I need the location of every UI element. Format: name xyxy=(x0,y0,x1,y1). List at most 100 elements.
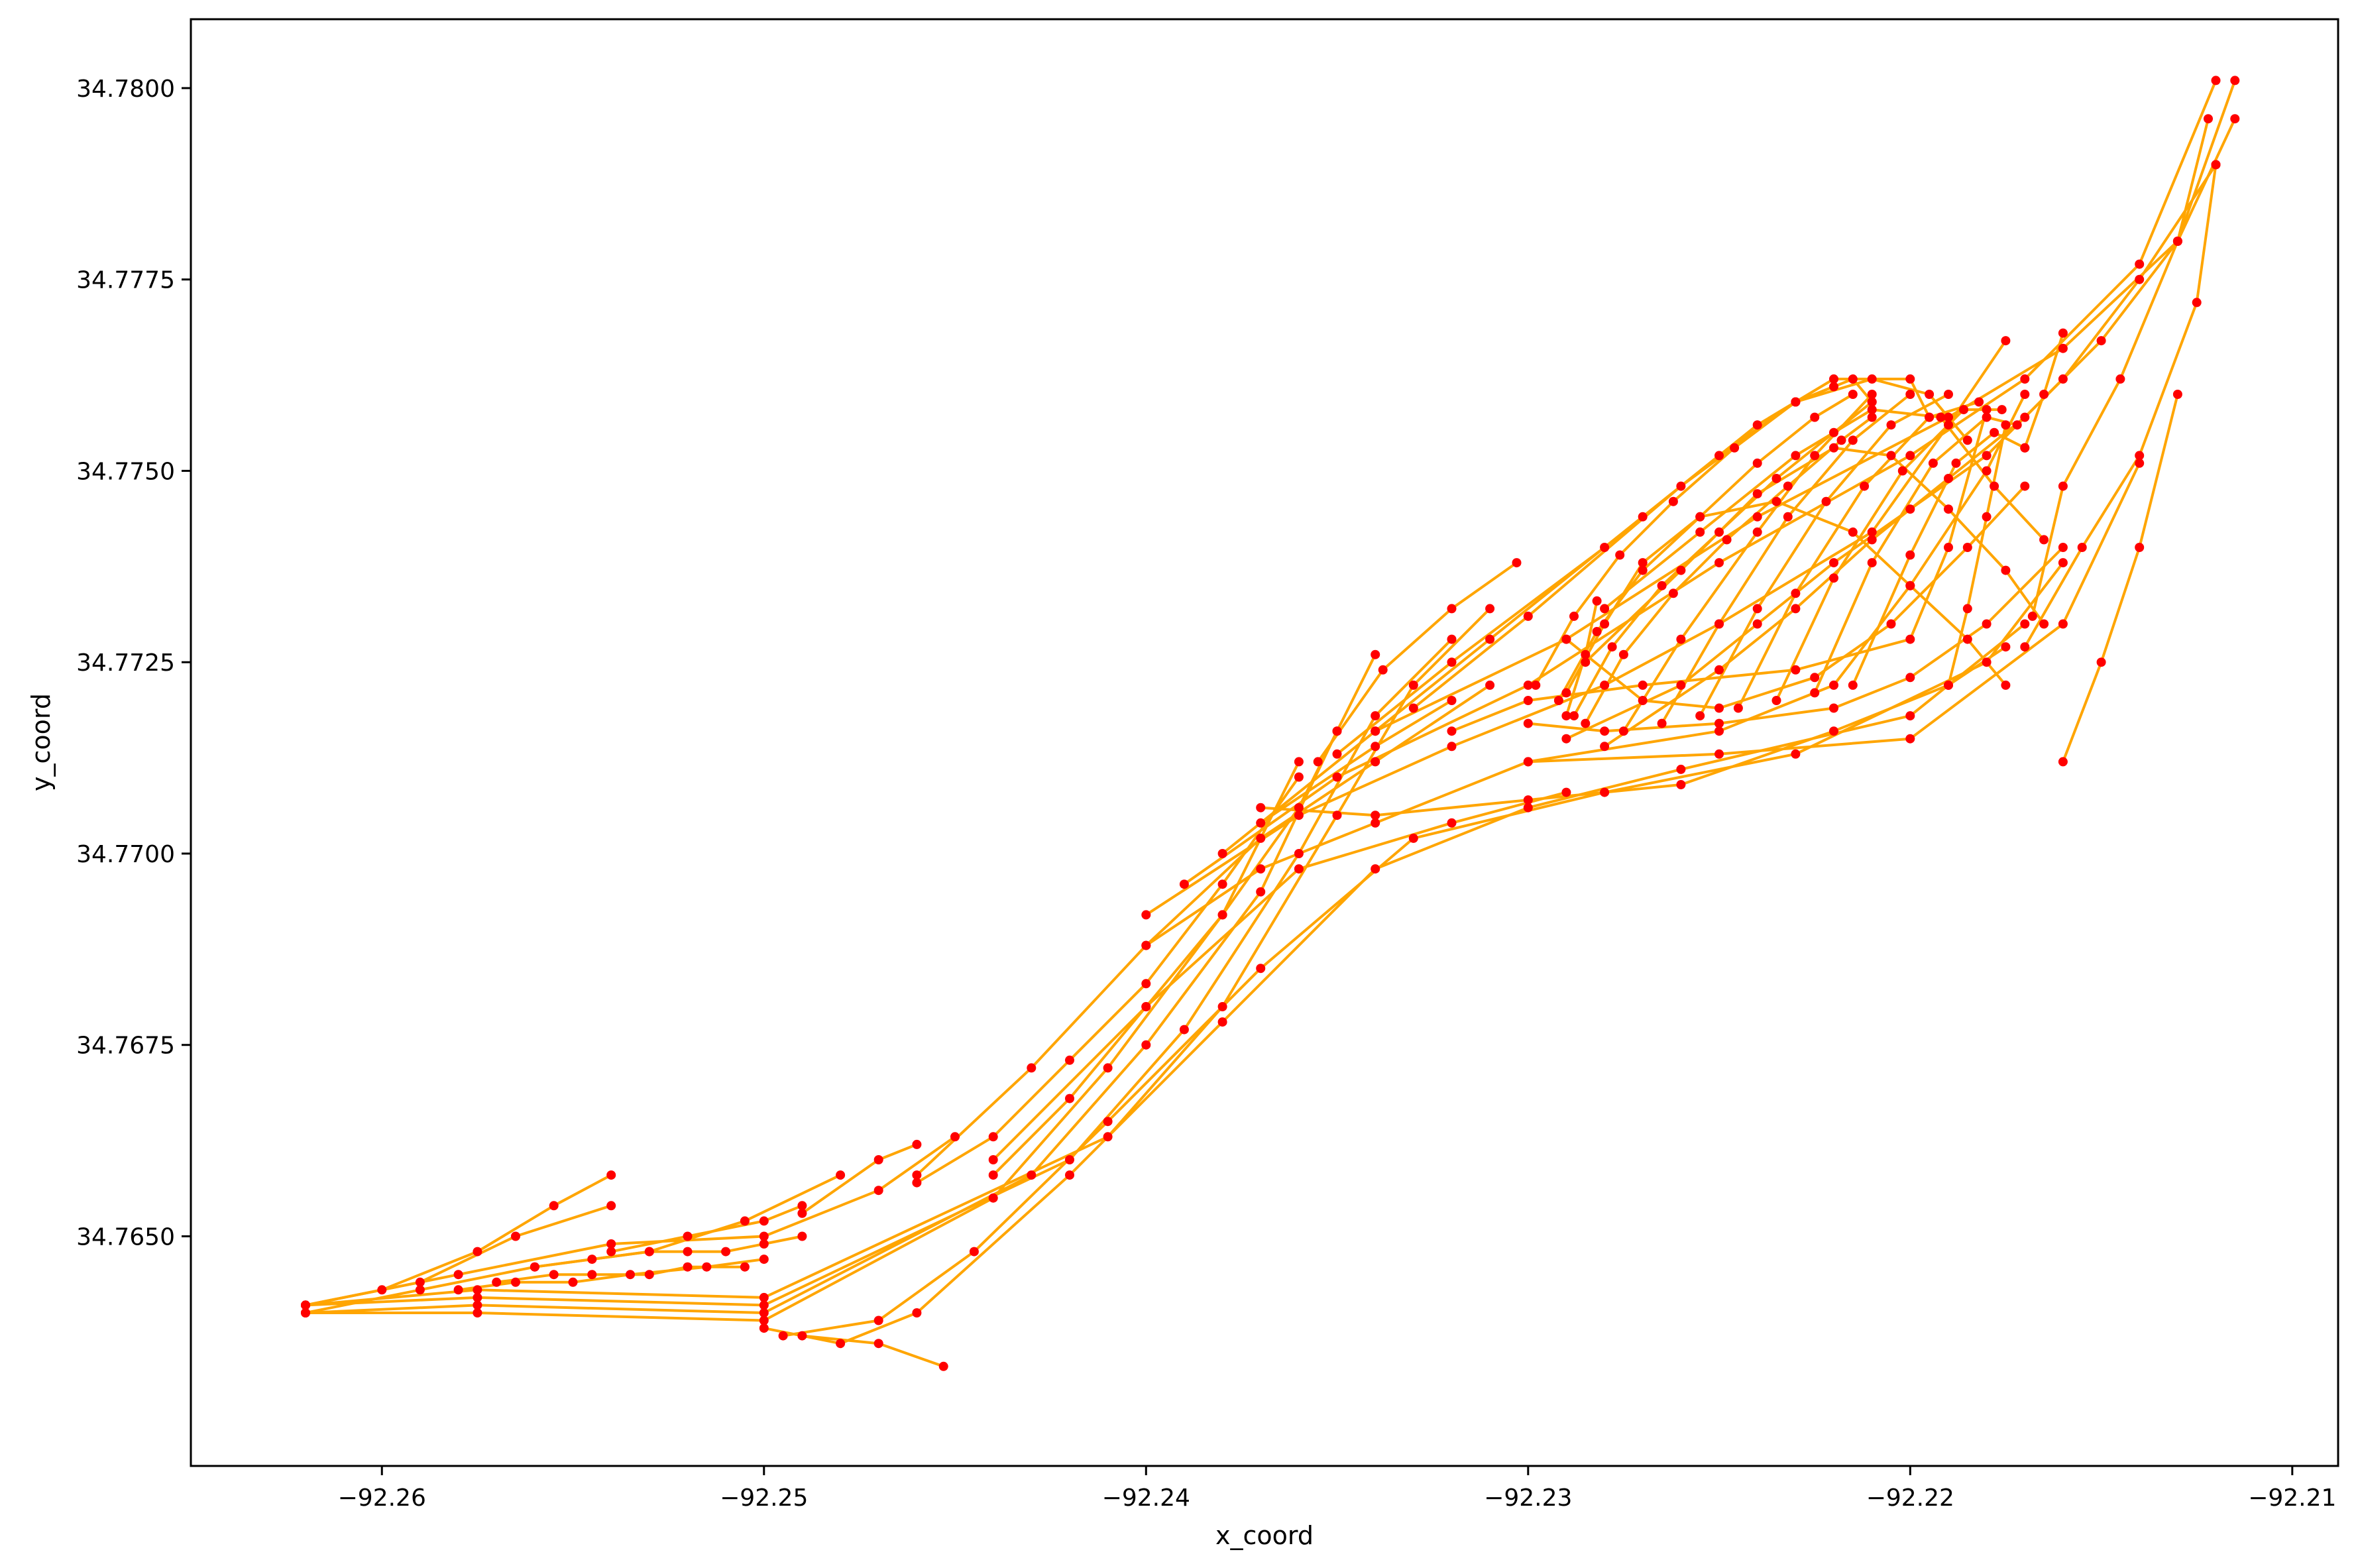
data-point xyxy=(1600,787,1610,797)
data-point xyxy=(1714,665,1724,675)
data-point xyxy=(1638,680,1648,690)
data-point xyxy=(778,1331,788,1341)
data-point xyxy=(1371,711,1380,721)
data-point xyxy=(1561,688,1571,698)
data-point xyxy=(1886,619,1896,629)
data-point xyxy=(1974,397,1984,407)
data-point xyxy=(1553,696,1563,705)
y-axis-label: y_coord xyxy=(27,693,56,791)
data-point xyxy=(2012,420,2022,430)
data-point xyxy=(1523,696,1533,705)
data-point xyxy=(1791,397,1801,407)
data-point xyxy=(587,1255,597,1264)
data-point xyxy=(473,1247,482,1257)
data-point xyxy=(1886,451,1896,461)
data-point xyxy=(1982,405,1992,415)
data-point xyxy=(1141,910,1151,920)
data-point xyxy=(1867,535,1877,545)
data-point xyxy=(1848,680,1858,690)
data-point xyxy=(1982,657,1992,667)
data-point xyxy=(587,1270,597,1280)
data-point xyxy=(2058,343,2068,353)
data-point xyxy=(1027,1170,1037,1180)
data-point xyxy=(1676,780,1686,789)
data-point xyxy=(2058,374,2068,384)
data-point xyxy=(1378,665,1388,675)
data-point xyxy=(1695,527,1705,537)
data-point xyxy=(626,1270,635,1280)
data-point xyxy=(1332,772,1342,782)
data-point xyxy=(873,1186,883,1196)
data-point xyxy=(1962,543,1972,552)
data-point xyxy=(1294,803,1304,812)
data-point xyxy=(1936,412,1946,422)
data-point xyxy=(1905,581,1915,590)
data-point xyxy=(1714,558,1724,568)
data-point xyxy=(1752,458,1762,468)
data-point xyxy=(1714,451,1724,461)
data-point xyxy=(2230,114,2240,124)
data-point xyxy=(1523,757,1533,767)
data-point xyxy=(950,1132,960,1142)
data-point xyxy=(2020,619,2030,629)
data-point xyxy=(2172,390,2182,399)
data-point xyxy=(1714,718,1724,728)
data-point xyxy=(2058,558,2068,568)
series-line xyxy=(1947,423,2007,687)
data-point xyxy=(1447,818,1457,828)
data-point xyxy=(702,1262,712,1272)
data-point xyxy=(1714,726,1724,736)
data-point xyxy=(2058,543,2068,552)
data-point xyxy=(1676,680,1686,690)
data-point xyxy=(549,1201,559,1211)
data-point xyxy=(2020,412,2030,422)
data-point xyxy=(1217,910,1227,920)
x-tick-label: −92.24 xyxy=(1102,1484,1190,1512)
data-point xyxy=(1027,1063,1037,1073)
data-point xyxy=(1531,680,1541,690)
data-point xyxy=(1990,481,1999,491)
data-point xyxy=(2001,420,2011,430)
series-line xyxy=(1145,339,2007,917)
data-point xyxy=(1905,504,1915,514)
data-point xyxy=(1867,405,1877,415)
data-point xyxy=(1722,535,1732,545)
x-tick-label: −92.22 xyxy=(1866,1484,1954,1512)
data-point xyxy=(1447,657,1457,667)
data-point xyxy=(912,1178,922,1188)
data-point xyxy=(1657,581,1667,590)
data-point xyxy=(1668,496,1678,506)
data-point xyxy=(1791,604,1801,614)
data-point xyxy=(2058,481,2068,491)
x-tick-label: −92.21 xyxy=(2248,1484,2336,1512)
data-point xyxy=(1103,1063,1113,1073)
data-point xyxy=(912,1139,922,1149)
data-point xyxy=(1982,451,1992,461)
data-point xyxy=(1829,558,1838,568)
data-point xyxy=(2027,611,2037,621)
data-point xyxy=(1676,764,1686,774)
data-point xyxy=(1676,481,1686,491)
y-tick-label: 34.7800 xyxy=(76,76,175,103)
data-point xyxy=(2135,259,2145,269)
data-point xyxy=(1485,604,1495,614)
data-point xyxy=(1447,634,1457,644)
data-point xyxy=(1065,1055,1074,1065)
data-point xyxy=(2115,374,2125,384)
data-point xyxy=(1485,634,1495,644)
data-point xyxy=(1638,565,1648,575)
data-point xyxy=(415,1277,425,1287)
data-point xyxy=(1141,1002,1151,1011)
series-line xyxy=(1182,79,2218,886)
data-point xyxy=(2204,114,2213,124)
data-point xyxy=(1829,374,1838,384)
data-point xyxy=(1860,481,1870,491)
data-point xyxy=(1928,458,1938,468)
data-point xyxy=(1065,1155,1074,1164)
data-point xyxy=(2020,642,2030,652)
data-point xyxy=(683,1247,693,1257)
data-point xyxy=(1836,435,1846,445)
data-point xyxy=(1730,443,1740,453)
data-point xyxy=(1523,803,1533,812)
